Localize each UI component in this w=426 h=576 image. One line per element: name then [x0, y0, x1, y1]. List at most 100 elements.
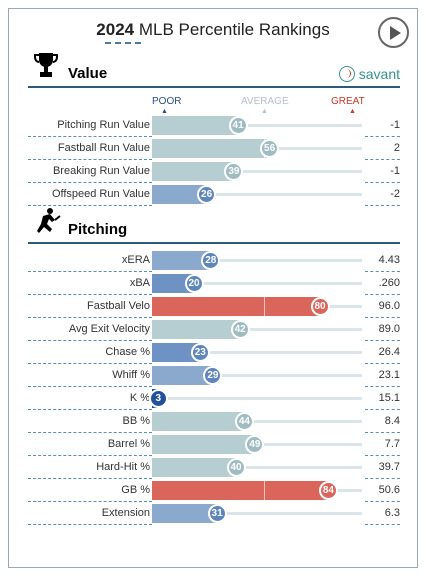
percentile-track	[152, 466, 362, 469]
average-line	[264, 297, 265, 316]
percentile-bar	[152, 139, 270, 158]
play-button[interactable]	[378, 17, 409, 48]
percentile-row[interactable]: Fastball Run Value 56 2	[28, 137, 400, 160]
stat-value: -1	[365, 114, 400, 137]
pitcher-icon	[34, 207, 62, 240]
percentile-row[interactable]: xBA 20 .260	[28, 272, 400, 295]
percentile-badge: 28	[201, 251, 221, 270]
percentile-bar	[152, 481, 329, 500]
percentile-row[interactable]: GB % 84 50.6	[28, 479, 400, 502]
percentile-badge: 3	[148, 389, 168, 408]
scale-poor: POOR	[152, 96, 182, 107]
savant-logo[interactable]: savant	[338, 66, 400, 82]
percentile-track	[152, 328, 362, 331]
title-year: 2024	[96, 20, 135, 39]
section-header-value: Value savant	[28, 53, 400, 88]
metric-label: K %	[28, 387, 152, 410]
stat-value: 4.43	[365, 249, 400, 272]
metric-label: xERA	[28, 249, 152, 272]
percentile-bar	[152, 162, 234, 181]
percentile-track	[152, 397, 362, 400]
metric-label: Offspeed Run Value	[28, 183, 152, 206]
metric-label: GB %	[28, 479, 152, 502]
percentile-row[interactable]: Barrel % 49 7.7	[28, 433, 400, 456]
percentile-row[interactable]: Pitching Run Value 41 -1	[28, 114, 400, 137]
percentile-bar	[152, 116, 239, 135]
percentile-bar	[152, 504, 218, 523]
section-header-pitching: Pitching	[28, 208, 400, 244]
metric-label: Fastball Velo	[28, 295, 152, 318]
metric-label: Breaking Run Value	[28, 160, 152, 183]
trophy-icon	[34, 51, 58, 84]
percentile-bar	[152, 458, 236, 477]
percentile-row[interactable]: Fastball Velo 80 96.0	[28, 295, 400, 318]
stat-value: -2	[365, 183, 400, 206]
percentile-bar	[152, 435, 255, 454]
percentile-track	[152, 512, 362, 515]
metric-label: Hard-Hit %	[28, 456, 152, 479]
page-title: 2024 MLB Percentile Rankings	[0, 20, 426, 40]
stat-value: 15.1	[365, 387, 400, 410]
metric-label: Fastball Run Value	[28, 137, 152, 160]
percentile-track	[152, 420, 362, 423]
metric-label: Avg Exit Velocity	[28, 318, 152, 341]
percentile-row[interactable]: Chase % 23 26.4	[28, 341, 400, 364]
percentile-row[interactable]: Hard-Hit % 40 39.7	[28, 456, 400, 479]
stat-value: -1	[365, 160, 400, 183]
percentile-row[interactable]: Avg Exit Velocity 42 89.0	[28, 318, 400, 341]
stat-value: 2	[365, 137, 400, 160]
percentile-badge: 40	[226, 458, 246, 477]
percentile-badge: 49	[245, 435, 265, 454]
percentile-row[interactable]: K % 3 15.1	[28, 387, 400, 410]
metric-label: BB %	[28, 410, 152, 433]
stat-value: 7.7	[365, 433, 400, 456]
percentile-track	[152, 170, 362, 173]
stat-value: 23.1	[365, 364, 400, 387]
stat-value: .260	[365, 272, 400, 295]
percentile-badge: 56	[260, 139, 280, 158]
stat-value: 6.3	[365, 502, 400, 525]
average-line	[264, 481, 265, 500]
percentile-row[interactable]: Extension 31 6.3	[28, 502, 400, 525]
title-underline	[105, 42, 141, 44]
percentile-bar	[152, 185, 207, 204]
percentile-row[interactable]: Whiff % 29 23.1	[28, 364, 400, 387]
percentile-bar	[152, 366, 213, 385]
metric-label: xBA	[28, 272, 152, 295]
percentile-track	[152, 193, 362, 196]
stat-value: 89.0	[365, 318, 400, 341]
baseball-icon	[338, 66, 355, 82]
percentile-bar	[152, 251, 211, 270]
title-text: MLB Percentile Rankings	[138, 20, 330, 39]
section-label-value: Value	[68, 65, 108, 82]
stat-value: 96.0	[365, 295, 400, 318]
percentile-track	[152, 374, 362, 377]
scale-average-marker: ▲	[261, 108, 268, 115]
percentile-badge: 20	[184, 274, 204, 293]
metric-label: Extension	[28, 502, 152, 525]
percentile-badge: 42	[230, 320, 250, 339]
percentile-row[interactable]: BB % 44 8.4	[28, 410, 400, 433]
metric-label: Barrel %	[28, 433, 152, 456]
metric-label: Chase %	[28, 341, 152, 364]
stat-value: 26.4	[365, 341, 400, 364]
section-label-pitching: Pitching	[68, 221, 128, 238]
scale-great-marker: ▲	[349, 108, 356, 115]
percentile-bar	[152, 343, 201, 362]
percentile-track	[152, 282, 362, 285]
scale-average: AVERAGE	[241, 96, 289, 107]
percentile-row[interactable]: Breaking Run Value 39 -1	[28, 160, 400, 183]
percentile-badge: 29	[203, 366, 223, 385]
metric-label: Whiff %	[28, 364, 152, 387]
stat-value: 50.6	[365, 479, 400, 502]
scale-poor-marker: ▲	[161, 108, 168, 115]
percentile-row[interactable]: Offspeed Run Value 26 -2	[28, 183, 400, 206]
stat-value: 39.7	[365, 456, 400, 479]
percentile-badge: 26	[197, 185, 217, 204]
percentile-row[interactable]: xERA 28 4.43	[28, 249, 400, 272]
percentile-badge: 84	[318, 481, 338, 500]
metric-label: Pitching Run Value	[28, 114, 152, 137]
percentile-track	[152, 351, 362, 354]
percentile-bar	[152, 320, 241, 339]
percentile-bar	[152, 274, 194, 293]
